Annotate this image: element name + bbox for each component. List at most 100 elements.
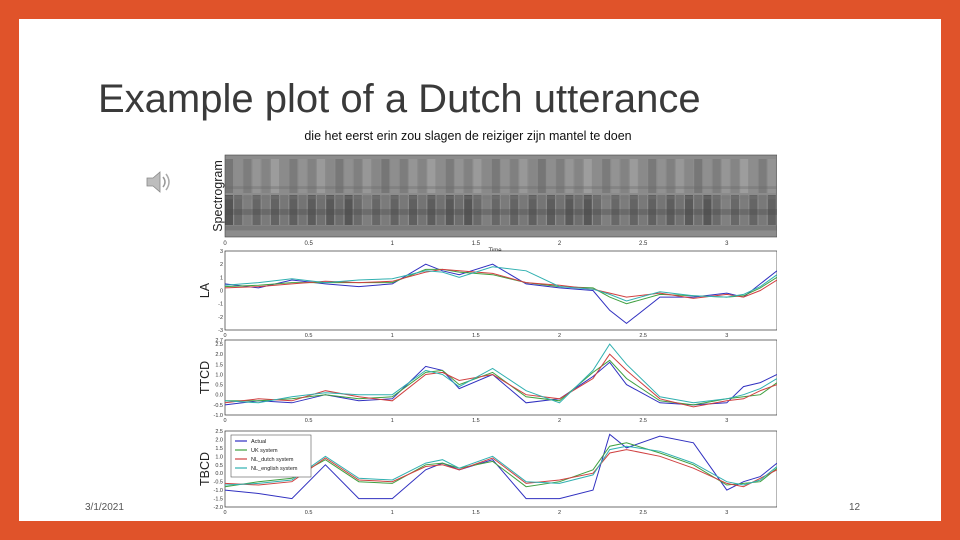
spectrogram-column-high [767,159,776,193]
spectrogram-column [464,195,473,225]
spectrogram-column [740,195,749,225]
series-line-actual [224,361,778,406]
spectrogram-column [261,195,270,225]
y-tick-label: 1.5 [215,446,223,452]
spectrogram-column-high [390,159,399,193]
legend: Actual UK system NL_dutch system NL_english… [230,434,312,478]
spectrogram-column-high [307,159,316,193]
y-tick-label: 2.5 [215,342,223,348]
spectrogram-column-high [455,159,463,193]
spectrogram-column-high [657,159,666,193]
spectrogram-x-tick: 2.5 [639,241,648,247]
speaker-icon[interactable] [145,167,175,197]
spectrogram-column-high [611,159,620,193]
figure-svg: die het eerst erin zou slagen de reizige… [198,129,778,516]
x-tick-label: 0 [223,418,226,424]
spectrogram-column [767,195,776,225]
slide: Example plot of a Dutch utterance die he… [19,19,941,521]
spectrogram-column-high [510,159,519,193]
y-tick-label: 0.0 [215,393,223,399]
spectrogram-column [491,195,500,225]
spectrogram-column [335,195,344,225]
x-tick-label: 2.5 [639,333,647,339]
spectrogram-column [648,195,657,225]
legend-entry: NL_dutch system [251,457,294,463]
spectrogram-column [639,195,647,225]
spectrogram-column-high [234,159,243,193]
spectrogram-column [556,195,565,225]
y-tick-label: -2 [218,315,223,321]
y-tick-label: 0.5 [215,383,223,389]
spectrogram-column-high [731,159,739,193]
spectrogram-column [583,195,592,225]
spectrogram-column [712,195,721,225]
x-tick-label: 2.5 [639,418,647,424]
x-tick-label: 1 [391,333,394,339]
spectrogram-column-high [317,159,325,193]
y-tick-label: 2 [220,262,223,268]
x-tick-label: 3 [725,510,728,516]
spectrogram-column [243,195,252,225]
spectrogram-column-high [629,159,638,193]
y-tick-label: -0.5 [214,480,223,486]
spectrogram-x-tick: 1.5 [472,241,481,247]
spectrogram-column-high [464,159,473,193]
series-line-actual [224,433,778,500]
spectrogram-column-high [418,159,427,193]
spectrogram-column [390,195,399,225]
spectrogram-column-high [482,159,491,193]
slide-title: Example plot of a Dutch utterance [98,77,701,121]
spectrogram-column [271,195,279,225]
spectrogram-column [482,195,491,225]
spectrogram-column [307,195,316,225]
y-tick-label: 0.0 [215,471,223,477]
x-tick-label: 0.5 [305,418,313,424]
legend-box [230,434,312,478]
spectrogram-column [445,195,454,225]
x-tick-label: 3 [725,333,728,339]
spectrogram-column [353,195,362,225]
spectrogram-column [685,195,693,225]
y-tick-label: -1.0 [214,488,223,494]
spectrogram-column [657,195,666,225]
y-tick-label: 0 [220,289,223,295]
spectrogram-column-high [565,159,574,193]
spectrogram-column [501,195,509,225]
spectrogram-column [280,195,289,225]
spectrogram-column [326,195,335,225]
series-line-nl-dutch-system [224,449,778,488]
plot-frame [224,339,778,416]
spectrogram-column-high [261,159,270,193]
spectrogram-column-high [243,159,252,193]
legend-entry: Actual [251,439,266,445]
spectrogram-column-high [252,159,261,193]
series-line-nl-english-system [224,266,778,302]
spectrogram-column [537,195,546,225]
x-tick-label: 0.5 [305,333,313,339]
spectrogram-x-tick: 1 [391,241,395,247]
spectrogram-column-high [685,159,693,193]
spectrogram-column [593,195,601,225]
spectrogram-column-high [381,159,390,193]
x-tick-label: 2 [558,510,561,516]
spectrogram-column-high [721,159,730,193]
spectrogram-column [234,195,243,225]
slide-date: 3/1/2021 [85,502,124,513]
sentence-title: die het eerst erin zou slagen de reizige… [304,129,631,143]
spectrogram-column [399,195,408,225]
spectrogram-column-high [335,159,344,193]
spectrogram-column [363,195,371,225]
spectrogram-column-high [694,159,703,193]
y-tick-label: 1.0 [215,454,223,460]
x-tick-label: 3 [725,418,728,424]
spectrogram-column [510,195,519,225]
spectrogram-column-high [225,159,233,193]
spectrogram-column-high [537,159,546,193]
spectrogram-column-high [648,159,657,193]
y-tick-label: -1.5 [214,497,223,503]
spectrogram-column-high [289,159,298,193]
spectrogram-column [418,195,427,225]
spectrogram-column [372,195,381,225]
